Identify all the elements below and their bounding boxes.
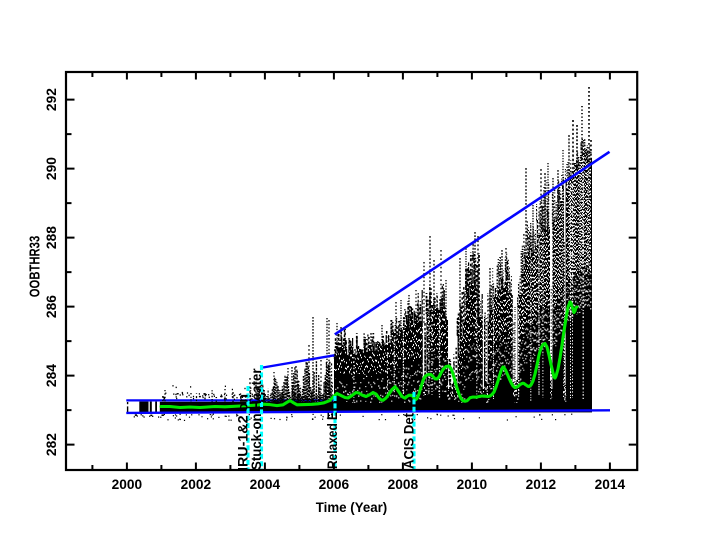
svg-text:2000: 2000 (112, 476, 143, 492)
svg-text:Stuck-on Heater: Stuck-on Heater (248, 368, 264, 470)
svg-text:ACIS Det: ACIS Det (400, 413, 416, 469)
svg-text:2012: 2012 (526, 476, 557, 492)
svg-text:290: 290 (43, 157, 59, 180)
svg-text:2014: 2014 (595, 476, 626, 492)
svg-text:2010: 2010 (457, 476, 488, 492)
svg-text:2004: 2004 (250, 476, 281, 492)
svg-text:286: 286 (43, 295, 59, 318)
svg-text:288: 288 (43, 226, 59, 249)
svg-text:OOBTHR33: OOBTHR33 (27, 236, 44, 298)
svg-text:284: 284 (43, 364, 59, 387)
svg-text:Relaxed E: Relaxed E (324, 412, 340, 469)
svg-text:2008: 2008 (388, 476, 419, 492)
svg-text:2006: 2006 (319, 476, 350, 492)
svg-text:2002: 2002 (181, 476, 212, 492)
svg-text:Time (Year): Time (Year) (316, 499, 388, 515)
svg-text:IRU-1&2 on: IRU-1&2 on (234, 394, 250, 471)
svg-text:282: 282 (43, 433, 59, 456)
svg-text:292: 292 (43, 88, 59, 111)
